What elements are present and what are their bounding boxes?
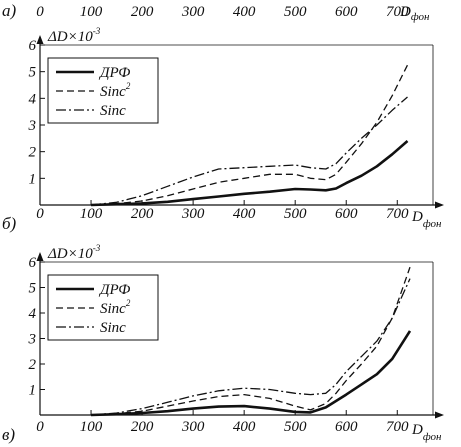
legend-box: [47, 274, 159, 341]
y-tick-label: 3: [28, 118, 37, 134]
chart-panel-c: 1 2 3 4 5 6 0 100 200 300 400 500 600 700 в) Dфон ΔD×10-…: [2, 243, 444, 444]
series-line-0: [90, 330, 412, 417]
x-tick-label: 700: [386, 419, 409, 435]
top-row-xlabel: Dфон: [399, 4, 430, 23]
series-line-2: [90, 96, 408, 206]
legend-label: Sinc2: [100, 298, 131, 317]
top-row-tick-label: 600: [335, 4, 358, 20]
legend-label: Sinc2: [100, 81, 131, 100]
top-row-tick-label: 0: [36, 4, 44, 20]
y-tick-label: 6: [29, 255, 37, 271]
x-axis-label: Dфон: [411, 422, 442, 443]
legend-label: Sinc: [100, 103, 126, 119]
legend-box: [47, 57, 159, 124]
x-tick-label: 100: [80, 419, 103, 435]
y-tick-label: 5: [29, 281, 37, 297]
y-tick-label: 1: [29, 383, 37, 399]
x-axis-arrow: [435, 201, 444, 209]
x-tick-label: 600: [335, 206, 358, 222]
top-row-tick-label: 300: [181, 4, 205, 20]
x-tick-label: 400: [233, 419, 256, 435]
x-tick-label: 500: [284, 419, 307, 435]
y-tick-label: 4: [29, 306, 37, 322]
x-tick-label: 500: [284, 206, 307, 222]
x-tick-label: 300: [181, 419, 205, 435]
y-tick-label: 6: [29, 38, 37, 54]
top-row-tick-label: 100: [80, 4, 103, 20]
x-tick-label: 200: [131, 206, 154, 222]
x-tick-label: 0: [36, 206, 44, 222]
panel-label: в): [2, 425, 15, 444]
top-row-tick-labels: 0 100 200 300 400 500 600 700: [36, 4, 409, 20]
x-tick-label: 400: [233, 206, 256, 222]
x-axis-arrow: [435, 411, 444, 419]
top-row-tick-label: 200: [131, 4, 154, 20]
chart-panel-b: 1 2 3 4 5 6 0 100 200 300 400 500 600 700 б) Dфон ΔD×10-…: [2, 26, 444, 233]
panel-label-a: а): [2, 1, 17, 20]
y-tick-label: 4: [29, 91, 37, 107]
series-line-2: [90, 278, 411, 416]
legend-label: ДРФ: [98, 282, 130, 298]
top-row-tick-label: 700: [386, 4, 409, 20]
legend-label: Sinc: [100, 320, 126, 336]
top-row-tick-label: 400: [233, 4, 256, 20]
x-tick-label: 0: [36, 419, 44, 435]
y-axis-label: ΔD×10-3: [47, 243, 101, 262]
legend-label: ДРФ: [98, 65, 130, 81]
x-tick-label: 700: [386, 206, 409, 222]
series-line-1: [90, 266, 411, 416]
y-tick-label: 2: [29, 357, 37, 373]
y-tick-label: 2: [29, 145, 37, 161]
top-row-axis: а) 0 100 200 300 400 500 600 700 Dфон: [2, 1, 430, 23]
y-tick-label: 1: [29, 171, 37, 187]
x-tick-label: 100: [80, 206, 103, 222]
series-line-0: [90, 140, 409, 207]
x-tick-label: 200: [131, 419, 154, 435]
top-row-tick-label: 500: [284, 4, 307, 20]
y-axis-arrow: [36, 252, 44, 261]
y-tick-label: 3: [28, 332, 37, 348]
series-line-1: [90, 64, 409, 206]
x-tick-label: 300: [181, 206, 205, 222]
panel-label: б): [2, 214, 17, 233]
y-axis-arrow: [36, 35, 44, 44]
x-tick-label: 600: [335, 419, 358, 435]
y-axis-label: ΔD×10-3: [47, 26, 101, 45]
y-tick-label: 5: [29, 65, 37, 81]
x-axis-label: Dфон: [411, 209, 442, 230]
